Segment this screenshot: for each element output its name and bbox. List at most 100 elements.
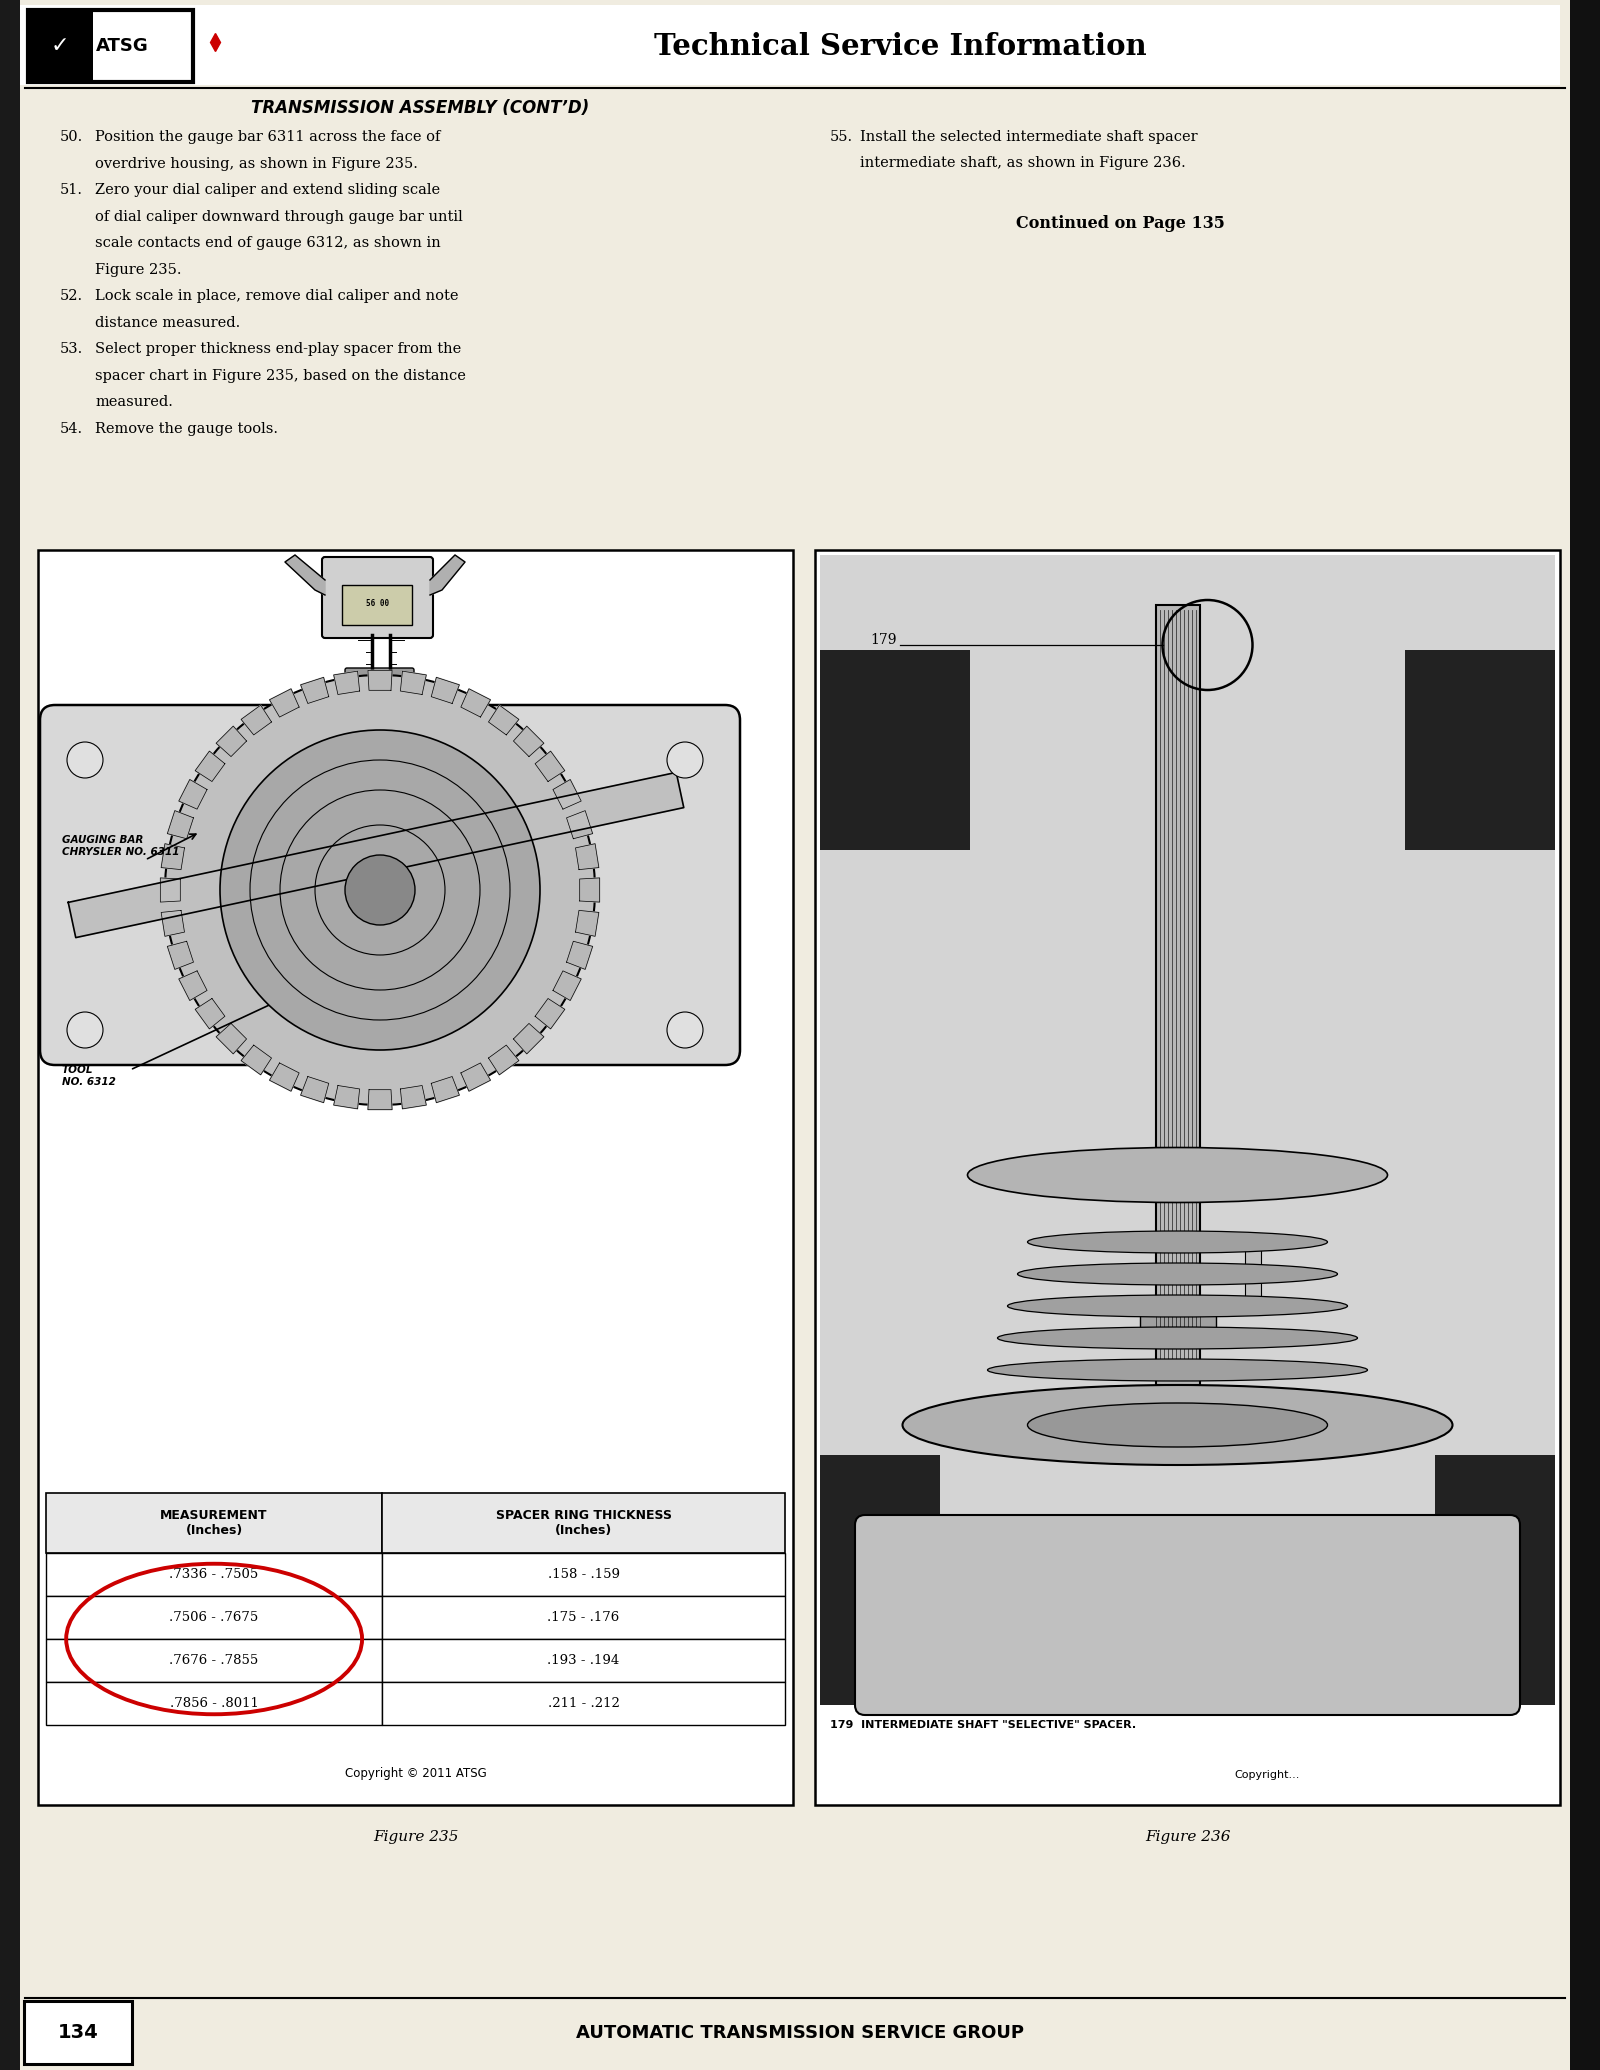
- FancyBboxPatch shape: [24, 2002, 131, 2064]
- Text: TOOL
NO. 6312: TOOL NO. 6312: [62, 1064, 115, 1087]
- FancyBboxPatch shape: [29, 10, 93, 83]
- FancyBboxPatch shape: [1435, 1455, 1555, 1706]
- FancyBboxPatch shape: [821, 1455, 941, 1706]
- Polygon shape: [400, 1085, 426, 1110]
- Polygon shape: [488, 706, 518, 735]
- Text: 51.: 51.: [61, 182, 83, 197]
- FancyBboxPatch shape: [1245, 1236, 1261, 1267]
- Polygon shape: [162, 911, 184, 936]
- Polygon shape: [162, 845, 184, 869]
- Polygon shape: [168, 942, 194, 969]
- Text: 134: 134: [58, 2024, 98, 2043]
- Circle shape: [67, 741, 102, 778]
- Text: .158 - .159: .158 - .159: [547, 1567, 619, 1581]
- Polygon shape: [461, 1062, 491, 1091]
- Circle shape: [67, 1012, 102, 1047]
- Text: 55.: 55.: [830, 130, 853, 145]
- Text: Figure 235.: Figure 235.: [94, 263, 181, 277]
- Polygon shape: [160, 878, 181, 903]
- Circle shape: [667, 1012, 702, 1047]
- Polygon shape: [195, 998, 226, 1029]
- FancyBboxPatch shape: [46, 1492, 382, 1552]
- Text: spacer chart in Figure 235, based on the distance: spacer chart in Figure 235, based on the…: [94, 368, 466, 383]
- Polygon shape: [576, 911, 598, 936]
- Text: TRANSMISSION ASSEMBLY (CONT’D): TRANSMISSION ASSEMBLY (CONT’D): [251, 99, 589, 118]
- Polygon shape: [334, 671, 360, 693]
- Ellipse shape: [968, 1147, 1387, 1203]
- Text: ✓: ✓: [51, 35, 69, 56]
- Text: measured.: measured.: [94, 395, 173, 410]
- Text: of dial caliper downward through gauge bar until: of dial caliper downward through gauge b…: [94, 209, 462, 224]
- Text: 0.0: 0.0: [371, 687, 387, 696]
- FancyBboxPatch shape: [1139, 1300, 1216, 1335]
- Polygon shape: [461, 689, 491, 716]
- Text: Select proper thickness end-play spacer from the: Select proper thickness end-play spacer …: [94, 342, 461, 356]
- FancyBboxPatch shape: [382, 1552, 786, 1596]
- Polygon shape: [216, 1023, 246, 1054]
- FancyBboxPatch shape: [382, 1639, 786, 1683]
- Text: Position the gauge bar 6311 across the face of: Position the gauge bar 6311 across the f…: [94, 130, 440, 145]
- Text: Zero your dial caliper and extend sliding scale: Zero your dial caliper and extend slidin…: [94, 182, 440, 197]
- Text: 179  INTERMEDIATE SHAFT "SELECTIVE" SPACER.: 179 INTERMEDIATE SHAFT "SELECTIVE" SPACE…: [830, 1720, 1136, 1731]
- Text: intermediate shaft, as shown in Figure 236.: intermediate shaft, as shown in Figure 2…: [861, 155, 1186, 170]
- FancyBboxPatch shape: [821, 555, 1555, 1706]
- Text: SPACER RING THICKNESS
(Inches): SPACER RING THICKNESS (Inches): [496, 1509, 672, 1538]
- FancyBboxPatch shape: [46, 1639, 382, 1683]
- Polygon shape: [514, 727, 544, 756]
- Text: 56 00: 56 00: [366, 600, 389, 609]
- Text: ELECTRONIC
DIGITAL CALIPER: ELECTRONIC DIGITAL CALIPER: [406, 801, 418, 853]
- Polygon shape: [269, 1062, 299, 1091]
- Polygon shape: [488, 1045, 518, 1074]
- FancyBboxPatch shape: [854, 1515, 1520, 1716]
- Text: Continued on Page 135: Continued on Page 135: [1016, 215, 1224, 232]
- Polygon shape: [432, 677, 459, 704]
- Polygon shape: [195, 751, 226, 782]
- Text: 50.: 50.: [61, 130, 83, 145]
- Polygon shape: [554, 971, 581, 1000]
- Polygon shape: [432, 1076, 459, 1103]
- FancyBboxPatch shape: [0, 0, 19, 2070]
- FancyBboxPatch shape: [38, 551, 794, 1805]
- Polygon shape: [534, 998, 565, 1029]
- Text: distance measured.: distance measured.: [94, 315, 240, 329]
- Polygon shape: [168, 811, 194, 838]
- Text: .193 - .194: .193 - .194: [547, 1654, 619, 1666]
- Text: Copyright © 2011 ATSG: Copyright © 2011 ATSG: [344, 1768, 486, 1780]
- FancyBboxPatch shape: [40, 706, 739, 1064]
- FancyBboxPatch shape: [19, 4, 1560, 85]
- FancyBboxPatch shape: [346, 669, 414, 716]
- Text: .7856 - .8011: .7856 - .8011: [170, 1697, 259, 1710]
- Ellipse shape: [987, 1360, 1368, 1381]
- Text: MEASUREMENT
(Inches): MEASUREMENT (Inches): [160, 1509, 267, 1538]
- FancyBboxPatch shape: [1155, 604, 1200, 1385]
- Text: 179: 179: [870, 633, 896, 648]
- FancyBboxPatch shape: [1405, 650, 1555, 851]
- Text: Lock scale in place, remove dial caliper and note: Lock scale in place, remove dial caliper…: [94, 290, 459, 302]
- Ellipse shape: [1027, 1403, 1328, 1447]
- FancyBboxPatch shape: [29, 10, 194, 83]
- Polygon shape: [576, 845, 598, 869]
- Circle shape: [165, 675, 595, 1105]
- Ellipse shape: [1027, 1232, 1328, 1252]
- Polygon shape: [69, 772, 683, 938]
- Polygon shape: [301, 677, 328, 704]
- Ellipse shape: [997, 1327, 1357, 1350]
- Ellipse shape: [902, 1385, 1453, 1466]
- Text: scale contacts end of gauge 6312, as shown in: scale contacts end of gauge 6312, as sho…: [94, 236, 440, 250]
- Polygon shape: [242, 1045, 272, 1074]
- Circle shape: [667, 741, 702, 778]
- FancyBboxPatch shape: [46, 1552, 382, 1596]
- Polygon shape: [269, 689, 299, 716]
- Polygon shape: [579, 878, 600, 903]
- FancyBboxPatch shape: [46, 1596, 382, 1639]
- Ellipse shape: [1018, 1263, 1338, 1285]
- Polygon shape: [285, 555, 325, 594]
- Polygon shape: [400, 671, 426, 693]
- Text: .7676 - .7855: .7676 - .7855: [170, 1654, 259, 1666]
- Text: 52.: 52.: [61, 290, 83, 302]
- Text: 54.: 54.: [61, 422, 83, 435]
- Text: Figure 235: Figure 235: [373, 1830, 458, 1844]
- Text: .175 - .176: .175 - .176: [547, 1610, 619, 1625]
- Text: Copyright...: Copyright...: [1235, 1770, 1301, 1780]
- FancyBboxPatch shape: [46, 1683, 382, 1724]
